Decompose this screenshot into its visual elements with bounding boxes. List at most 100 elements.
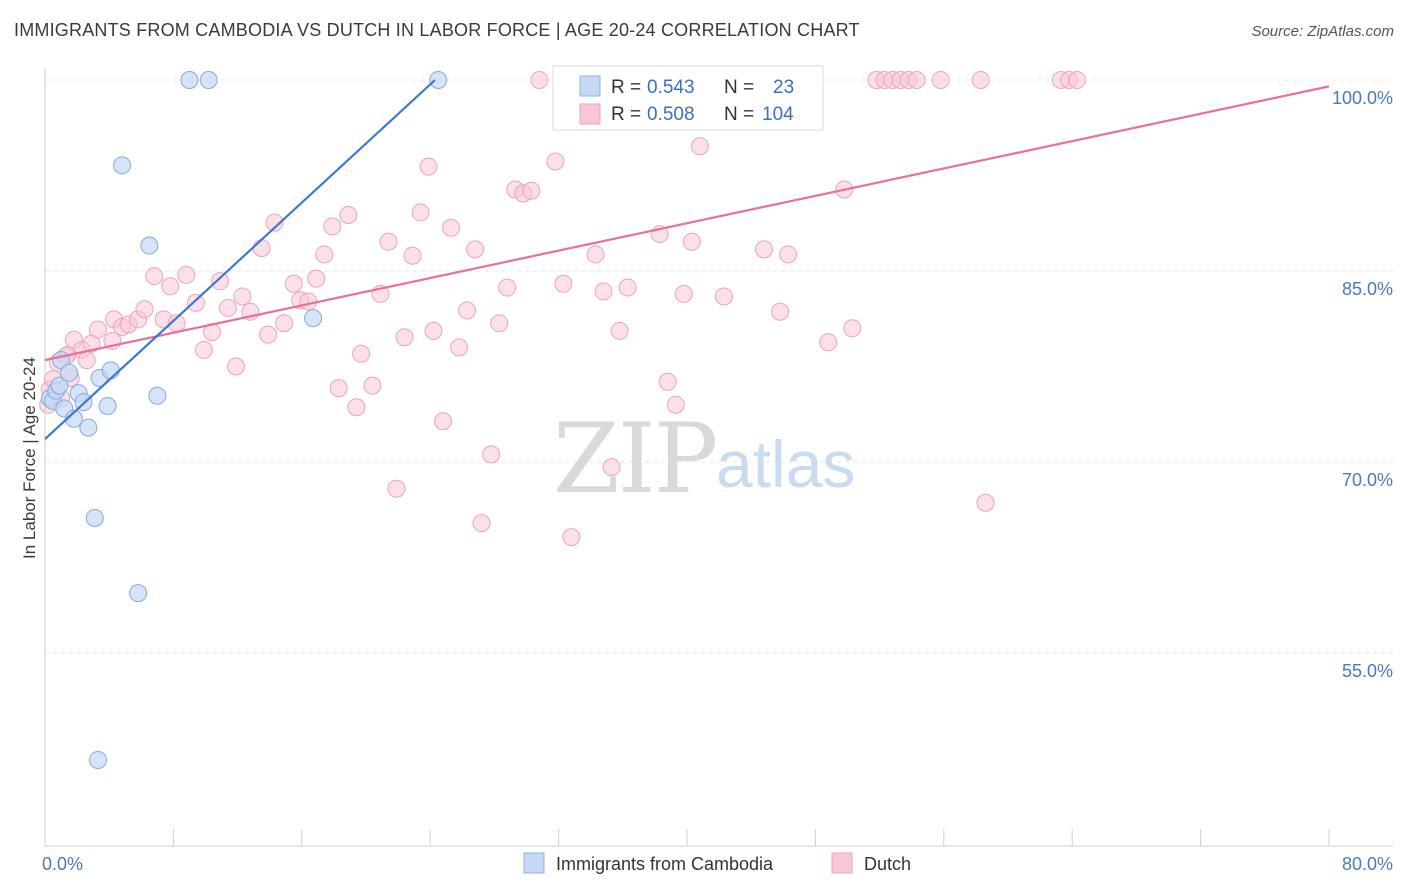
dutch-point — [602, 458, 621, 477]
cambodia-point — [64, 409, 83, 428]
cambodia-point — [429, 71, 448, 89]
dutch-point — [819, 333, 838, 352]
y-tick-label-55: 55.0% — [1342, 661, 1393, 681]
dutch-point — [186, 293, 205, 312]
dutch-trend-line — [44, 85, 1330, 362]
cambodia-point — [98, 396, 117, 415]
dutch-point — [379, 232, 398, 251]
dutch-point — [259, 325, 278, 344]
dutch-point — [458, 301, 477, 320]
dutch-point — [339, 205, 358, 224]
dutch-point — [450, 338, 469, 357]
legend-n-label-cambodia: N = — [724, 77, 754, 98]
cambodia-point — [148, 386, 167, 405]
dutch-point — [434, 412, 453, 431]
dutch-point — [218, 298, 237, 317]
trend-lines — [44, 79, 1330, 440]
dutch-point — [210, 272, 229, 291]
cambodia-point — [304, 309, 323, 328]
dutch-point — [177, 265, 196, 284]
dutch-point — [779, 245, 798, 264]
dutch-point — [88, 320, 107, 339]
dutch-point — [307, 269, 326, 288]
chart-title: IMMIGRANTS FROM CAMBODIA VS DUTCH IN LAB… — [14, 20, 860, 40]
watermark-zip: ZIP — [553, 403, 716, 515]
dutch-point — [284, 274, 303, 293]
dutch-point — [546, 152, 565, 171]
cambodia-point — [88, 750, 107, 769]
dutch-point — [135, 300, 154, 319]
dutch-point — [1068, 71, 1087, 89]
bottom-legend-swatch-dutch — [831, 852, 853, 874]
dutch-point — [419, 157, 438, 176]
dutch-point — [658, 372, 677, 391]
watermark: ZIP atlas — [553, 403, 855, 515]
dutch-point — [226, 357, 245, 376]
dutch-point — [323, 217, 342, 236]
dutch-point — [610, 321, 629, 340]
dutch-point — [472, 514, 491, 533]
dutch-point — [931, 71, 950, 89]
dutch-point — [690, 137, 709, 156]
cambodia-point — [199, 71, 218, 89]
cambodia-point — [60, 363, 79, 382]
x-tick-label-max: 80.0% — [1342, 854, 1393, 874]
cambodia-trend-line — [44, 79, 436, 440]
dutch-point — [976, 493, 995, 512]
dutch-point — [522, 181, 541, 200]
cambodia-points — [40, 71, 448, 769]
dutch-point — [594, 282, 613, 301]
x-tick-marks — [44, 829, 1330, 846]
dutch-point — [315, 245, 334, 264]
dutch-point — [562, 528, 581, 547]
bottom-legend: Immigrants from Cambodia Dutch — [523, 852, 911, 874]
cambodia-point — [113, 156, 132, 175]
dutch-point — [498, 278, 517, 297]
dutch-point — [363, 376, 382, 395]
dutch-point — [907, 71, 926, 89]
dutch-point — [252, 239, 271, 258]
bottom-legend-swatch-cambodia — [523, 852, 545, 874]
dutch-point — [586, 245, 605, 264]
cambodia-point — [140, 236, 159, 255]
dutch-point — [77, 351, 96, 370]
cambodia-point — [50, 376, 69, 395]
legend-r-value-cambodia: 0.543 — [647, 77, 695, 98]
dutch-point — [530, 71, 549, 89]
dutch-point — [265, 213, 284, 232]
dutch-point — [347, 398, 366, 417]
y-tick-label-70: 70.0% — [1342, 470, 1393, 490]
dutch-point — [395, 328, 414, 347]
y-tick-label-100: 100.0% — [1332, 88, 1393, 108]
cambodia-point — [101, 361, 120, 380]
legend-n-label-dutch: N = — [724, 104, 754, 125]
cambodia-point — [85, 509, 104, 528]
dutch-point — [618, 278, 637, 297]
y-tick-labels: 55.0% 70.0% 85.0% 100.0% — [1332, 88, 1393, 681]
bottom-legend-label-cambodia: Immigrants from Cambodia — [556, 854, 774, 874]
dutch-point — [714, 287, 733, 306]
cambodia-point — [79, 418, 98, 437]
dutch-point — [971, 71, 990, 89]
dutch-point — [682, 232, 701, 251]
dutch-point — [674, 284, 693, 303]
x-tick-label-min: 0.0% — [42, 854, 83, 874]
watermark-atlas: atlas — [716, 427, 855, 501]
dutch-point — [554, 274, 573, 293]
dutch-point — [771, 302, 790, 321]
bottom-legend-label-dutch: Dutch — [864, 854, 911, 874]
dutch-point — [442, 218, 461, 237]
legend-n-value-cambodia: 23 — [773, 77, 794, 98]
grid-lines — [45, 79, 1393, 654]
y-axis-label: In Labor Force | Age 20-24 — [20, 357, 39, 559]
dutch-point — [299, 292, 318, 311]
legend-r-value-dutch: 0.508 — [647, 104, 695, 125]
dutch-point — [666, 395, 685, 414]
dutch-point — [482, 445, 501, 464]
dutch-point — [329, 379, 348, 398]
dutch-point — [275, 314, 294, 333]
dutch-point — [843, 319, 862, 338]
axes — [44, 68, 1393, 847]
dutch-point — [352, 344, 371, 363]
legend: R = 0.543 N = 23 R = 0.508 N = 104 — [552, 65, 824, 131]
